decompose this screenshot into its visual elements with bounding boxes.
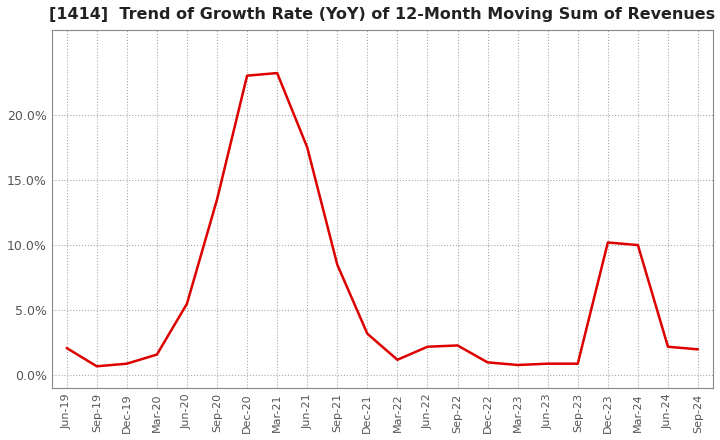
Title: [1414]  Trend of Growth Rate (YoY) of 12-Month Moving Sum of Revenues: [1414] Trend of Growth Rate (YoY) of 12-… [49,7,716,22]
